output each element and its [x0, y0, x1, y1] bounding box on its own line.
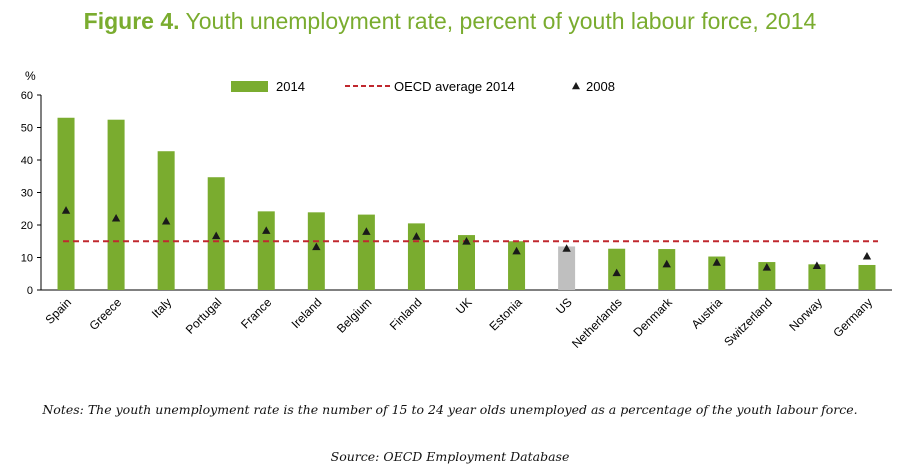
bar-uk: [458, 235, 475, 290]
x-tick-label: Germany: [830, 295, 875, 340]
marker-2008-netherlands: [612, 268, 621, 277]
bar-austria: [708, 256, 726, 290]
marker-2008-belgium: [362, 227, 371, 235]
x-tick-label: France: [238, 295, 275, 332]
y-tick-label: 0: [27, 285, 33, 297]
x-tick-label: Ireland: [289, 295, 325, 331]
bar-belgium: [357, 214, 375, 290]
figure-title: Youth unemployment rate, percent of yout…: [185, 8, 817, 34]
x-tick-label: Estonia: [486, 295, 524, 333]
figure-label: Figure 4.: [83, 8, 180, 34]
y-axis-label: %: [25, 69, 36, 83]
marker-2008-italy: [161, 216, 171, 225]
marker-2008-spain: [61, 206, 71, 214]
bar-germany: [858, 264, 876, 290]
x-tick-label: Switzerland: [721, 295, 775, 349]
bar-norway: [808, 264, 826, 290]
y-tick-label: 30: [21, 188, 33, 200]
marker-2008-estonia: [512, 246, 521, 255]
marker-2008-germany: [862, 252, 872, 260]
x-tick-label: US: [553, 295, 575, 317]
chart-notes: Notes: The youth unemployment rate is th…: [42, 402, 858, 417]
legend-label-2014: 2014: [276, 79, 305, 94]
marker-2008-norway: [812, 261, 822, 269]
x-tick-label: Greece: [86, 295, 124, 333]
x-tick-labels: Spain Greece Italy Portugal France Ireland Bel…: [43, 295, 876, 351]
legend-label-oecd: OECD average 2014: [394, 79, 515, 94]
marker-2008-denmark: [662, 259, 671, 268]
x-tick-label: Italy: [149, 295, 174, 320]
y-tick-label: 50: [21, 123, 33, 135]
y-tick-label: 10: [21, 253, 33, 265]
marker-2008-france: [262, 226, 271, 234]
bar-estonia: [508, 241, 526, 290]
bar-switzerland: [758, 262, 776, 290]
marker-2008-switzerland: [762, 263, 772, 271]
x-tick-label: Finland: [387, 295, 425, 333]
legend-swatch-2008: [572, 82, 580, 90]
bar-france: [257, 211, 275, 290]
x-tick-label: Spain: [43, 295, 75, 327]
x-tick-label: Norway: [786, 295, 825, 334]
bars-2014: [57, 117, 876, 290]
x-tick-label: Netherlands: [569, 295, 625, 351]
y-tick-label: 40: [21, 155, 33, 167]
marker-2008-uk: [462, 237, 471, 245]
marker-2008-portugal: [212, 231, 221, 240]
marker-2008-ireland: [312, 242, 321, 251]
y-tick-label: 20: [21, 220, 33, 232]
legend: 2014 OECD average 2014 2008: [231, 79, 615, 94]
legend-swatch-2014: [231, 81, 268, 92]
x-tick-label: Portugal: [183, 295, 225, 337]
bar-greece: [107, 119, 125, 290]
x-tick-label: Belgium: [334, 295, 375, 336]
chart-source: Source: OECD Employment Database: [330, 449, 570, 464]
bar-us: [558, 246, 576, 290]
chart: 0 10 20 30 40 50 60% Spain Greece Italy Portugal F…: [21, 69, 892, 351]
marker-2008-greece: [111, 213, 121, 222]
x-tick-label: UK: [453, 295, 475, 317]
bar-spain: [57, 117, 75, 290]
x-tick-label: Denmark: [631, 295, 676, 340]
axes: 0 10 20 30 40 50 60%: [21, 69, 892, 297]
y-tick-label: 60: [21, 90, 33, 102]
chart-title: Figure 4. Youth unemployment rate, perce…: [0, 8, 900, 35]
bar-denmark: [658, 249, 676, 290]
bar-ireland: [307, 212, 325, 290]
marker-2008-finland: [412, 232, 421, 240]
marker-2008-austria: [712, 258, 721, 266]
marker-2008-us: [562, 244, 571, 252]
markers-2008: [61, 206, 872, 277]
legend-label-2008: 2008: [586, 79, 615, 94]
bar-finland: [407, 223, 425, 290]
x-tick-label: Austria: [689, 295, 726, 332]
